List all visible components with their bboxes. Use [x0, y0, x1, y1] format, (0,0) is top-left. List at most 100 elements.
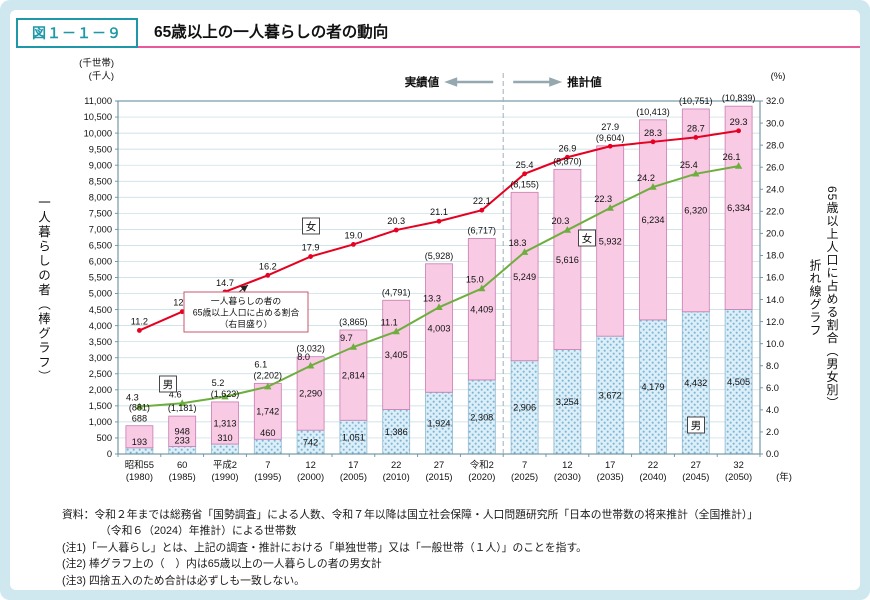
- svg-text:(2,202): (2,202): [254, 370, 283, 380]
- svg-text:6,334: 6,334: [727, 203, 750, 213]
- svg-text:4.0: 4.0: [766, 405, 779, 415]
- svg-text:10,000: 10,000: [84, 128, 112, 138]
- svg-text:60: 60: [177, 459, 187, 470]
- svg-text:27: 27: [434, 459, 444, 470]
- svg-text:25.4: 25.4: [680, 160, 698, 170]
- svg-text:9.7: 9.7: [340, 333, 353, 343]
- svg-text:7,500: 7,500: [89, 209, 112, 219]
- svg-text:6.1: 6.1: [254, 359, 267, 369]
- svg-text:(2020): (2020): [468, 471, 495, 482]
- svg-text:2.0: 2.0: [766, 427, 779, 437]
- svg-text:26.0: 26.0: [766, 162, 784, 172]
- svg-text:5,932: 5,932: [599, 236, 622, 246]
- svg-text:(3,865): (3,865): [339, 317, 368, 327]
- svg-text:14.7: 14.7: [216, 278, 234, 288]
- svg-text:男: 男: [691, 420, 702, 432]
- svg-text:32: 32: [733, 459, 743, 470]
- title-block: 65歳以上の一人暮らしの者の動向: [138, 18, 860, 48]
- svg-text:5,000: 5,000: [89, 289, 112, 299]
- svg-text:22: 22: [391, 459, 401, 470]
- svg-text:7: 7: [265, 459, 270, 470]
- svg-text:(881): (881): [129, 403, 150, 413]
- svg-text:13.3: 13.3: [423, 293, 441, 303]
- svg-text:28.3: 28.3: [644, 128, 662, 138]
- svg-text:(2045): (2045): [682, 471, 709, 482]
- trend-chart: 0 500 1,000 1,500 2,000 2,500 3,000 3,500 4,000 4…: [79, 57, 792, 483]
- svg-text:1,386: 1,386: [385, 427, 408, 437]
- svg-text:1,313: 1,313: [214, 418, 237, 428]
- svg-text:16.2: 16.2: [259, 261, 277, 271]
- svg-text:2,500: 2,500: [89, 369, 112, 379]
- svg-text:実績値: 実績値: [405, 75, 440, 89]
- right-axis-title-line1: 65歳以上人口に占める割合（男女別）: [825, 186, 839, 410]
- svg-text:4,432: 4,432: [684, 378, 707, 388]
- svg-text:4,179: 4,179: [642, 382, 665, 392]
- svg-text:10,500: 10,500: [84, 112, 112, 122]
- svg-text:(2030): (2030): [554, 471, 581, 482]
- svg-text:14.0: 14.0: [766, 295, 784, 305]
- svg-text:(1985): (1985): [169, 471, 196, 482]
- x-axis: 昭和55(1980)60(1985)平成2(1990)7(1995)12(200…: [117, 454, 792, 483]
- svg-text:(%): (%): [771, 71, 786, 82]
- svg-text:9,500: 9,500: [89, 144, 112, 154]
- svg-text:8,000: 8,000: [89, 192, 112, 202]
- svg-text:20.0: 20.0: [766, 229, 784, 239]
- svg-text:6.0: 6.0: [766, 383, 779, 393]
- svg-text:19.0: 19.0: [344, 230, 362, 240]
- figure-number-badge: 図１－１－９: [16, 18, 138, 48]
- svg-text:6,320: 6,320: [684, 206, 707, 216]
- svg-text:12: 12: [562, 459, 572, 470]
- svg-text:30.0: 30.0: [766, 118, 784, 128]
- svg-text:20.3: 20.3: [387, 216, 405, 226]
- svg-text:4,409: 4,409: [470, 304, 493, 314]
- svg-text:1,000: 1,000: [89, 417, 112, 427]
- svg-text:193: 193: [132, 437, 147, 447]
- svg-text:22: 22: [648, 459, 658, 470]
- svg-text:平成2: 平成2: [213, 459, 237, 470]
- svg-text:742: 742: [303, 437, 318, 447]
- svg-text:17.9: 17.9: [302, 243, 320, 253]
- svg-text:2,906: 2,906: [513, 403, 536, 413]
- svg-text:(1,181): (1,181): [168, 403, 197, 413]
- svg-text:(2015): (2015): [425, 471, 452, 482]
- note-1: (注1)「一人暮らし」とは、上記の調査・推計における「単独世帯」又は「一般世帯（…: [62, 541, 587, 554]
- svg-text:0.0: 0.0: [766, 449, 779, 459]
- svg-text:(9,604): (9,604): [596, 133, 625, 143]
- svg-text:(年): (年): [776, 471, 792, 483]
- svg-text:(1,623): (1,623): [211, 389, 240, 399]
- svg-text:4.6: 4.6: [169, 389, 182, 399]
- svg-text:1,742: 1,742: [256, 407, 279, 417]
- svg-text:7,000: 7,000: [89, 225, 112, 235]
- svg-text:(千世帯): (千世帯): [79, 57, 114, 69]
- svg-text:16.0: 16.0: [766, 273, 784, 283]
- svg-text:310: 310: [217, 433, 232, 443]
- svg-text:4,003: 4,003: [428, 323, 451, 333]
- svg-text:(6,717): (6,717): [468, 225, 497, 235]
- svg-text:(1980): (1980): [126, 471, 153, 482]
- svg-text:1,924: 1,924: [428, 418, 451, 428]
- svg-text:（右目盛り）: （右目盛り）: [220, 318, 273, 329]
- svg-text:28.0: 28.0: [766, 140, 784, 150]
- svg-text:5,249: 5,249: [513, 272, 536, 282]
- axis-units: (千世帯) (千人) (%): [79, 57, 785, 82]
- y-axis-left: 0 500 1,000 1,500 2,000 2,500 3,000 3,500 4,000 4…: [84, 96, 118, 459]
- svg-text:688: 688: [132, 414, 147, 424]
- svg-text:8,500: 8,500: [89, 176, 112, 186]
- content-panel: 図１－１－９ 65歳以上の一人暮らしの者の動向 一人暮らしの者（棒グラフ） 0 5…: [10, 10, 860, 590]
- svg-text:18.3: 18.3: [509, 238, 527, 248]
- svg-text:(2050): (2050): [725, 471, 752, 482]
- svg-text:(2040): (2040): [639, 471, 666, 482]
- svg-text:女: 女: [306, 220, 317, 233]
- svg-text:17: 17: [605, 459, 615, 470]
- y-axis-right: 0.0 2.0 4.0 6.0 8.0 10.0 12.0 14.0 16.0 18.0 20.0 2…: [760, 96, 784, 459]
- svg-text:26.1: 26.1: [723, 152, 741, 162]
- svg-text:27: 27: [691, 459, 701, 470]
- svg-text:26.9: 26.9: [558, 143, 576, 153]
- svg-text:(2035): (2035): [597, 471, 624, 482]
- svg-text:2,814: 2,814: [342, 370, 365, 380]
- line-male: [135, 162, 743, 410]
- svg-text:(10,839): (10,839): [722, 93, 756, 103]
- svg-text:6,000: 6,000: [89, 257, 112, 267]
- svg-text:22.1: 22.1: [473, 196, 491, 206]
- svg-text:22.3: 22.3: [594, 194, 612, 204]
